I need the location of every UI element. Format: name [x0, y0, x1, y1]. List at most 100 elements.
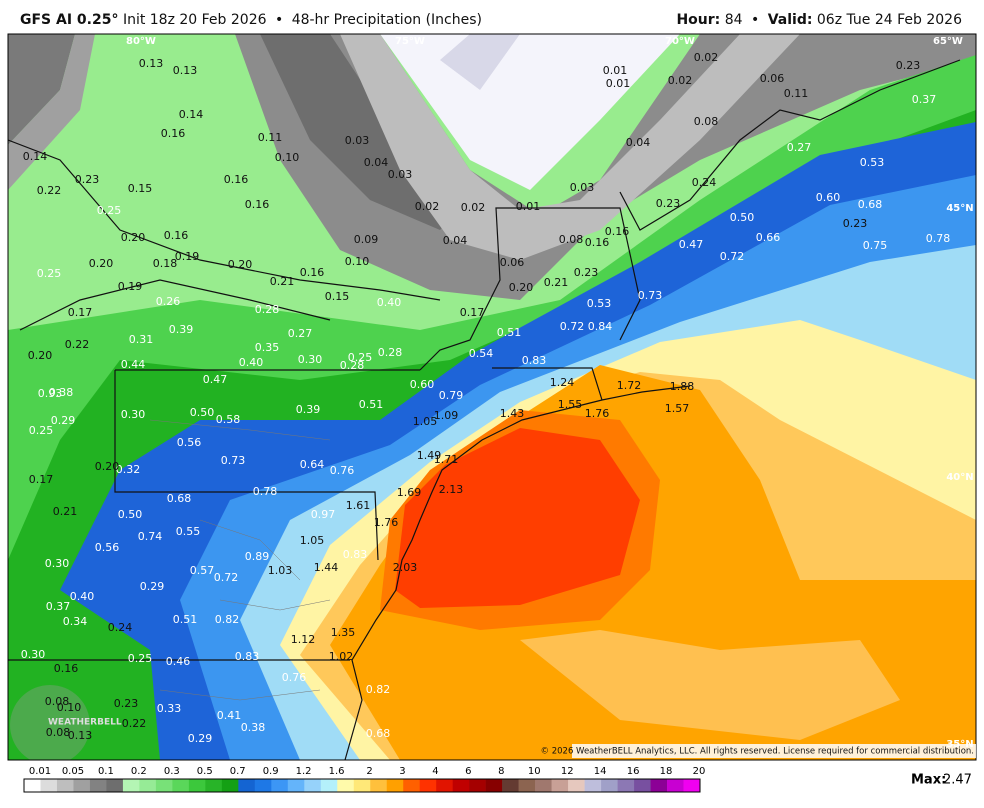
- colorbar-swatch: [238, 779, 256, 792]
- station-value: 0.16: [300, 266, 325, 279]
- station-value: 0.60: [816, 191, 841, 204]
- colorbar-swatch: [452, 779, 470, 792]
- station-value: 0.54: [469, 347, 494, 360]
- colorbar-swatch: [617, 779, 635, 792]
- colorbar-swatch: [601, 779, 618, 792]
- colorbar-swatch: [551, 779, 569, 792]
- station-value: 0.06: [500, 256, 525, 269]
- station-value: 0.72: [560, 320, 585, 333]
- colorbar-label: 18: [660, 766, 673, 777]
- max-label: Max:: [911, 773, 946, 788]
- station-value: 0.14: [179, 108, 204, 121]
- colorbar-swatch: [287, 779, 305, 792]
- station-value: 0.73: [638, 289, 663, 302]
- colorbar-label: 0.01: [29, 766, 51, 777]
- station-value: 0.02: [694, 51, 719, 64]
- station-value: 0.03: [570, 181, 595, 194]
- borders: [8, 59, 961, 760]
- colorbar-swatch: [436, 779, 453, 792]
- station-value: 0.82: [215, 613, 240, 626]
- hour-label: Hour:: [676, 12, 721, 28]
- station-value: 0.56: [95, 541, 120, 554]
- colorbar-swatch: [304, 779, 322, 792]
- station-value: 0.47: [203, 373, 228, 386]
- station-values: 0.130.130.140.16 0.110.100.030.040.030.14…: [21, 51, 951, 745]
- station-value: 0.76: [282, 671, 307, 684]
- station-value: 0.16: [245, 198, 270, 211]
- station-value: 0.53: [860, 156, 885, 169]
- colorbar-label: 0.5: [197, 766, 213, 777]
- station-value: 2.13: [439, 483, 464, 496]
- station-value: 0.22: [65, 338, 90, 351]
- lon-label: 75°W: [395, 36, 425, 47]
- station-value: 0.16: [161, 127, 186, 140]
- station-value: 0.79: [439, 389, 464, 402]
- station-value: 0.23: [656, 197, 681, 210]
- colorbar-swatch: [419, 779, 437, 792]
- station-value: 0.39: [296, 403, 321, 416]
- station-value: 0.02: [668, 74, 693, 87]
- station-value: 0.01: [516, 200, 541, 213]
- station-value: 0.78: [926, 232, 951, 245]
- colorbar-swatch: [254, 779, 272, 792]
- station-value: 1.72: [617, 379, 642, 392]
- colorbar: 0.01 0.05 0.1 0.2 0.3 0.5 0.7 0.9 1.2 1.6 2 3 4 6 8 10 1…: [23, 766, 705, 793]
- station-value: 1.05: [300, 534, 325, 547]
- station-value: 0.68: [366, 727, 391, 740]
- station-value: 0.15: [325, 290, 350, 303]
- colorbar-swatch: [205, 779, 223, 792]
- station-value: 0.20: [228, 258, 253, 271]
- station-value: 1.69: [397, 486, 422, 499]
- station-value: 0.74: [138, 530, 163, 543]
- station-value: 0.21: [544, 276, 569, 289]
- station-value: 0.20: [95, 460, 120, 473]
- valid-label: Valid:: [767, 12, 813, 28]
- station-value: 0.25: [128, 652, 153, 665]
- station-value: 0.51: [173, 613, 198, 626]
- station-value: 0.16: [585, 236, 610, 249]
- colorbar-label: 0.9: [263, 766, 279, 777]
- station-value: 0.11: [784, 87, 809, 100]
- lat-label: 45°N: [946, 203, 973, 214]
- lon-label: 65°W: [933, 36, 963, 47]
- max-value: 2.47: [943, 773, 972, 788]
- copyright-bg: [572, 744, 976, 758]
- station-value: 0.58: [216, 413, 241, 426]
- colorbar-swatch: [535, 779, 552, 792]
- station-value: 0.10: [345, 255, 370, 268]
- station-value: 0.30: [298, 353, 323, 366]
- station-value: 0.04: [626, 136, 651, 149]
- station-value: 0.57: [190, 564, 215, 577]
- station-value: 0.34: [63, 615, 88, 628]
- station-value: 1.49: [417, 449, 442, 462]
- station-value: 1.43: [500, 407, 525, 420]
- copyright: © 2026 WeatherBELL Analytics, LLC. All r…: [541, 747, 974, 757]
- separator: •: [750, 12, 760, 28]
- station-value: 0.50: [190, 406, 215, 419]
- colorbar-swatch: [320, 779, 338, 792]
- colorbar-label: 1.6: [329, 766, 345, 777]
- colorbar-label: 1.2: [296, 766, 312, 777]
- station-value: 0.83: [343, 548, 368, 561]
- station-value: 0.31: [129, 333, 154, 346]
- precip-field: [8, 34, 976, 760]
- station-value: 0.56: [177, 436, 202, 449]
- colorbar-swatch: [518, 779, 536, 792]
- station-value: 0.13: [139, 57, 164, 70]
- colorbar-label: 2: [366, 766, 372, 777]
- colorbar-swatch: [584, 779, 602, 792]
- colorbar-label: 3: [399, 766, 405, 777]
- station-value: 0.84: [588, 320, 613, 333]
- station-value: 0.01: [603, 64, 628, 77]
- colorbar-swatch: [221, 779, 239, 792]
- station-value: 0.33: [157, 702, 182, 715]
- watermark: WEATHERBELL: [48, 718, 122, 728]
- station-value: 0.50: [730, 211, 755, 224]
- colorbar-swatch: [683, 779, 701, 792]
- station-value: 0.25: [29, 424, 54, 437]
- station-value: 1.88: [670, 380, 695, 393]
- station-value: 0.08: [559, 233, 584, 246]
- colorbar-label: 0.2: [131, 766, 147, 777]
- station-value: 0.29: [188, 732, 213, 745]
